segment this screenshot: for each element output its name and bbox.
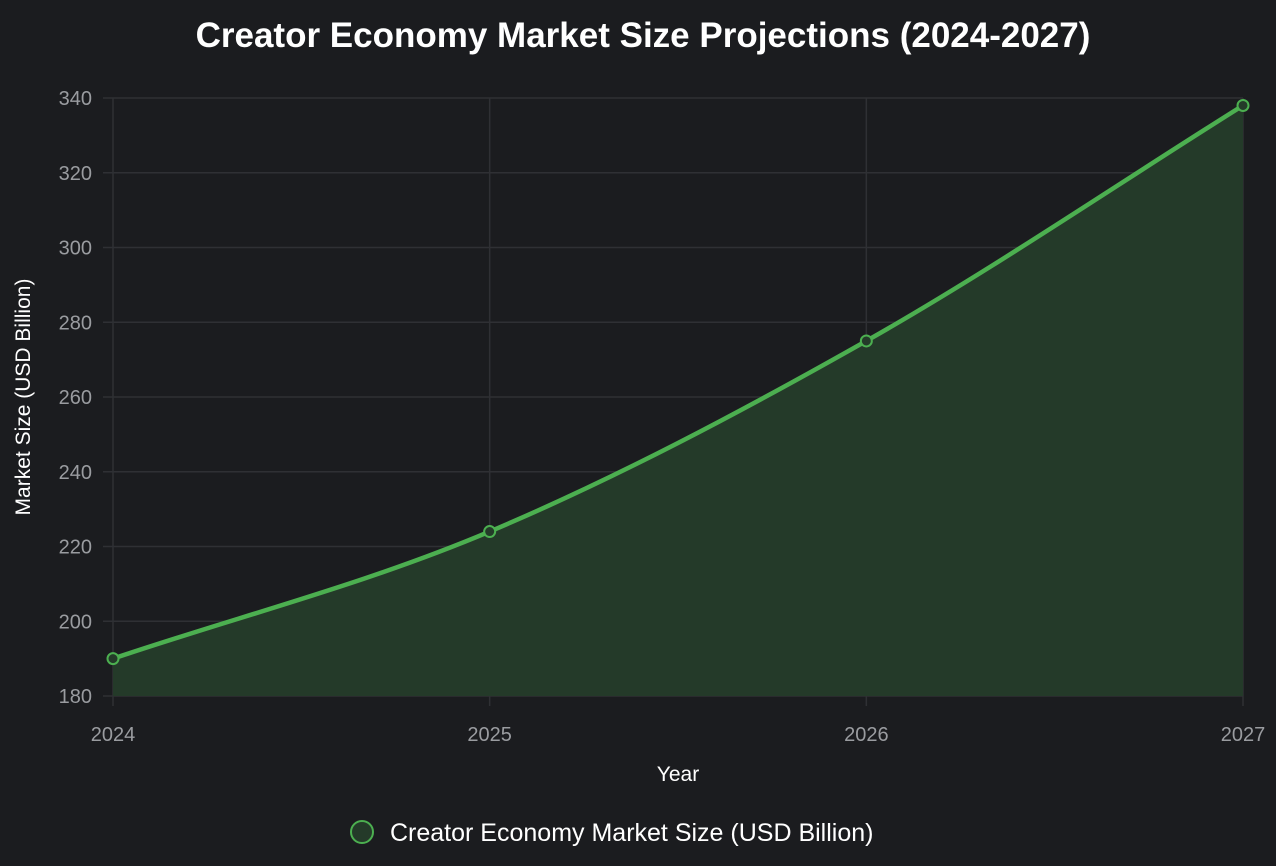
legend-label: Creator Economy Market Size (USD Billion… [390, 819, 873, 847]
line-layer [110, 103, 1246, 661]
data-point[interactable] [1236, 98, 1250, 112]
legend[interactable]: Creator Economy Market Size (USD Billion… [350, 819, 873, 847]
y-tick-label: 280 [59, 312, 92, 334]
points-layer [106, 98, 1250, 666]
series-area [113, 105, 1243, 697]
y-tick-label: 320 [59, 163, 92, 185]
legend-marker [350, 820, 374, 844]
data-point[interactable] [859, 334, 873, 348]
data-point[interactable] [483, 525, 497, 539]
y-tick-label: 260 [59, 387, 92, 409]
x-axis-title: Year [657, 763, 699, 786]
series-line [110, 103, 1246, 661]
y-tick-label: 180 [59, 686, 92, 708]
area-layer [113, 105, 1243, 697]
y-tick-label: 340 [59, 88, 92, 110]
x-tick-label: 2026 [844, 724, 889, 746]
x-tick-label: 2025 [467, 724, 512, 746]
y-tick-label: 240 [59, 462, 92, 484]
data-point[interactable] [106, 652, 120, 666]
chart-title: Creator Economy Market Size Projections … [196, 16, 1091, 55]
x-tick-label: 2027 [1221, 724, 1266, 746]
y-axis-ticks: 180 200 220 240 260 280 300 320 340 [59, 88, 92, 708]
y-tick-label: 300 [59, 238, 92, 260]
x-tick-label: 2024 [91, 724, 136, 746]
y-axis-title: Market Size (USD Billion) [12, 279, 35, 516]
y-tick-label: 200 [59, 611, 92, 633]
x-axis-ticks: 2024 2025 2026 2027 [91, 724, 1266, 746]
y-tick-label: 220 [59, 537, 92, 559]
